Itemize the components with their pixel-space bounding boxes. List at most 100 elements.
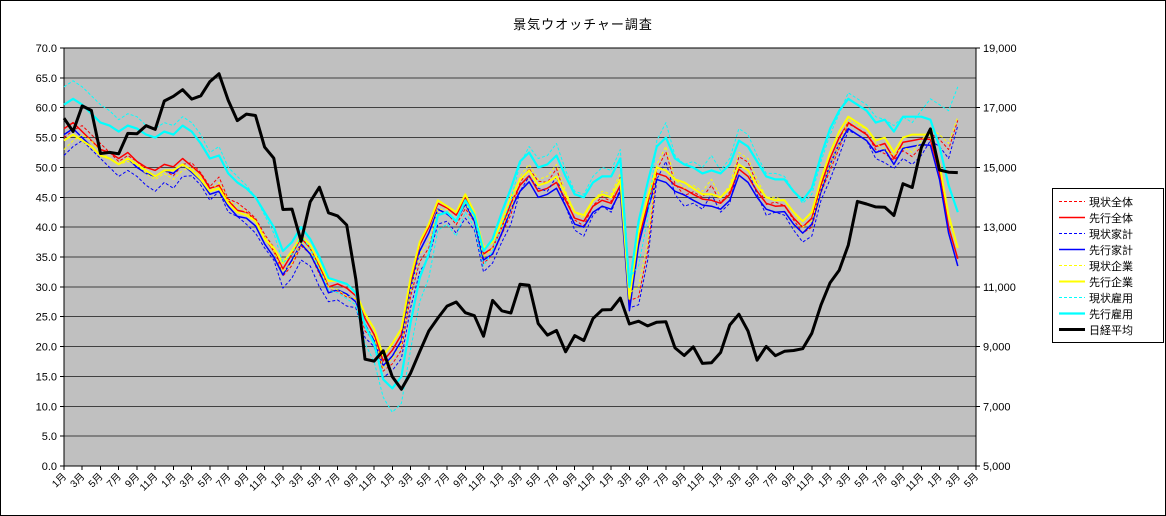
x-axis-label: 1月 <box>487 471 506 490</box>
x-axis-label: 7月 <box>870 471 889 490</box>
legend-line-sample-current-overall <box>1059 201 1085 202</box>
legend-label-current-overall: 現状全体 <box>1089 196 1133 209</box>
legend-label-leading-household: 先行家計 <box>1089 244 1133 257</box>
legend-label-current-household: 現状家計 <box>1089 228 1133 241</box>
x-axis-label: 11月 <box>137 471 160 494</box>
x-axis-label: 5月 <box>633 471 652 490</box>
right-axis-label: 7,000 <box>983 401 1011 413</box>
legend-label-leading-employment: 先行雇用 <box>1089 308 1133 321</box>
x-axis-label: 1月 <box>597 471 616 490</box>
right-axis-label: 11,000 <box>983 282 1016 294</box>
left-axis-label: 30.0 <box>36 282 57 294</box>
x-axis-label: 5月 <box>196 471 215 490</box>
x-axis-label: 7月 <box>104 471 123 490</box>
x-axis-label: 3月 <box>506 471 525 490</box>
left-axis-label: 55.0 <box>36 133 57 145</box>
legend-label-nikkei-average: 日経平均 <box>1089 324 1133 337</box>
x-axis-label: 7月 <box>652 471 671 490</box>
legend-item-current-overall: 現状全体 <box>1059 194 1157 209</box>
legend-item-current-corporate: 現状企業 <box>1059 258 1157 273</box>
x-axis-label: 7月 <box>433 471 452 490</box>
x-axis-label: 1月 <box>50 471 69 490</box>
legend-item-current-employment: 現状雇用 <box>1059 290 1157 305</box>
legend-label-current-employment: 現状雇用 <box>1089 292 1133 305</box>
x-axis-label: 5月 <box>86 471 105 490</box>
legend-line-sample-current-employment <box>1059 297 1085 298</box>
x-axis-label: 1月 <box>925 471 944 490</box>
x-axis-label: 5月 <box>852 471 871 490</box>
left-axis-label: 15.0 <box>36 371 57 383</box>
left-axis-label: 20.0 <box>36 342 57 354</box>
series-leading-corporate <box>63 115 959 357</box>
left-axis-label: 40.0 <box>36 222 57 234</box>
legend-line-sample-current-corporate <box>1059 265 1085 266</box>
series-current-employment <box>63 80 959 413</box>
x-axis-label: 3月 <box>834 471 853 490</box>
legend-item-leading-corporate: 先行企業 <box>1059 274 1157 289</box>
x-axis-label: 7月 <box>542 471 561 490</box>
x-axis-label: 11月 <box>903 471 926 494</box>
legend-item-nikkei-average: 日経平均 <box>1059 322 1157 337</box>
legend-label-leading-corporate: 先行企業 <box>1089 276 1133 289</box>
plot-border <box>63 47 977 467</box>
x-axis-label: 7月 <box>323 471 342 490</box>
right-axis-label: 13,000 <box>983 222 1017 234</box>
right-axis-label: 15,000 <box>983 162 1017 174</box>
x-axis-label: 1月 <box>159 471 178 490</box>
x-axis-label: 3月 <box>177 471 196 490</box>
series-nikkei-average <box>62 72 958 391</box>
x-axis-label: 3月 <box>396 471 415 490</box>
x-axis-label: 3月 <box>943 471 962 490</box>
legend-line-sample-leading-overall <box>1059 216 1085 219</box>
x-axis-label: 11月 <box>575 471 598 494</box>
x-axis-label: 3月 <box>725 471 744 490</box>
left-axis-label: 35.0 <box>36 252 57 264</box>
right-axis-label: 17,000 <box>983 103 1017 115</box>
legend-line-sample-leading-employment <box>1059 312 1085 315</box>
series-leading-employment <box>63 97 959 390</box>
left-axis-label: 70.0 <box>36 43 57 55</box>
legend-item-current-household: 現状家計 <box>1059 226 1157 241</box>
legend-item-leading-household: 先行家計 <box>1059 242 1157 257</box>
legend-label-leading-overall: 先行全体 <box>1089 212 1133 225</box>
x-axis-label: 5月 <box>962 471 981 490</box>
x-axis-label: 5月 <box>524 471 543 490</box>
x-axis-label: 7月 <box>214 471 233 490</box>
legend: 現状全体先行全体現状家計先行家計現状企業先行企業現状雇用先行雇用日経平均 <box>1052 188 1164 343</box>
x-axis-label: 11月 <box>685 471 708 494</box>
x-axis-label: 5月 <box>305 471 324 490</box>
right-axis-label: 19,000 <box>983 43 1017 55</box>
left-axis-label: 0.0 <box>42 461 57 473</box>
right-axis-label: 9,000 <box>983 342 1011 354</box>
legend-item-leading-overall: 先行全体 <box>1059 210 1157 225</box>
legend-line-sample-leading-household <box>1059 248 1085 251</box>
x-axis-label: 1月 <box>269 471 288 490</box>
series-leading-overall <box>63 121 959 362</box>
legend-line-sample-leading-corporate <box>1059 280 1085 283</box>
x-axis-label: 11月 <box>466 471 489 494</box>
legend-line-sample-nikkei-average <box>1059 328 1085 331</box>
x-axis-label: 5月 <box>414 471 433 490</box>
x-axis-label: 7月 <box>761 471 780 490</box>
x-axis-label: 11月 <box>247 471 270 494</box>
x-axis-label: 3月 <box>287 471 306 490</box>
series-current-corporate <box>63 116 959 368</box>
x-axis-label: 5月 <box>743 471 762 490</box>
left-axis-label: 60.0 <box>36 103 57 115</box>
chart-title: 景気ウオッチャー調査 <box>513 17 653 32</box>
legend-line-sample-current-household <box>1059 233 1085 234</box>
x-axis-label: 11月 <box>356 471 379 494</box>
left-axis-label: 5.0 <box>42 431 57 443</box>
left-axis-label: 25.0 <box>36 312 57 324</box>
right-axis-label: 5,000 <box>983 461 1011 473</box>
x-axis-label: 1月 <box>706 471 725 490</box>
legend-label-current-corporate: 現状企業 <box>1089 260 1133 273</box>
left-axis-label: 10.0 <box>36 401 57 413</box>
x-axis-label: 1月 <box>816 471 835 490</box>
x-axis-label: 1月 <box>378 471 397 490</box>
left-axis-label: 50.0 <box>36 162 57 174</box>
series-current-household <box>63 125 959 379</box>
left-axis-label: 45.0 <box>36 192 57 204</box>
